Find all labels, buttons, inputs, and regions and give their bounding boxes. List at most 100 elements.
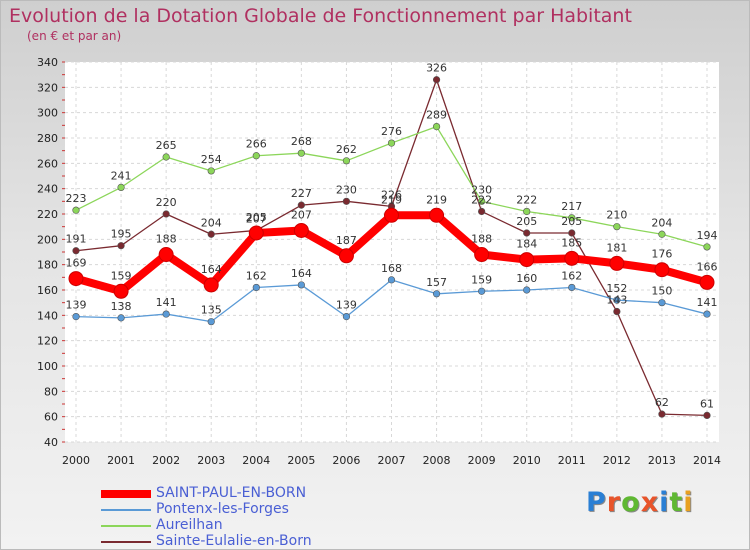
data-point <box>658 230 666 238</box>
data-point <box>432 122 441 131</box>
data-point <box>342 313 351 321</box>
data-point <box>478 207 486 216</box>
data-label: 191 <box>66 233 87 246</box>
data-label: 135 <box>201 304 222 317</box>
data-label: 188 <box>156 233 177 246</box>
data-point <box>203 277 219 293</box>
y-tick-label: 300 <box>37 107 58 120</box>
data-point <box>658 410 666 418</box>
y-tick-label: 120 <box>37 335 58 348</box>
chart-subtitle: (en € et par an) <box>27 29 122 43</box>
legend: SAINT-PAUL-EN-BORN Pontenx-les-Forges Au… <box>101 485 401 549</box>
data-point <box>432 290 441 298</box>
data-label: 157 <box>426 276 447 289</box>
legend-swatch <box>101 541 151 543</box>
data-label: 207 <box>291 208 312 221</box>
legend-label: Sainte-Eulalie-en-Born <box>156 533 312 549</box>
x-tick-label: 2008 <box>423 454 451 467</box>
data-label: 194 <box>697 229 718 242</box>
data-point <box>297 149 305 157</box>
legend-swatch <box>101 509 151 511</box>
data-point <box>252 152 260 160</box>
x-tick-label: 2003 <box>197 454 225 467</box>
data-point <box>207 230 215 238</box>
data-point <box>387 276 396 284</box>
data-point <box>342 157 351 165</box>
data-label: 217 <box>561 200 582 213</box>
data-label: 254 <box>201 153 222 166</box>
data-label: 210 <box>606 209 627 222</box>
data-point <box>162 210 170 218</box>
logo-letter: i <box>659 487 670 518</box>
data-label: 265 <box>156 139 177 152</box>
y-tick-label: 240 <box>37 183 58 196</box>
x-tick-label: 2002 <box>152 454 180 467</box>
data-label: 326 <box>426 62 447 75</box>
data-point <box>72 313 80 321</box>
data-point <box>117 242 125 250</box>
y-tick-label: 280 <box>37 132 58 145</box>
logo-letter: i <box>683 487 694 518</box>
data-point <box>703 310 711 318</box>
data-point <box>523 286 531 294</box>
data-label: 195 <box>111 228 132 241</box>
data-point <box>654 262 670 278</box>
data-point <box>342 197 351 205</box>
data-label: 289 <box>426 109 447 122</box>
data-point <box>297 201 305 209</box>
data-label: 204 <box>201 216 222 229</box>
data-label: 141 <box>156 296 177 309</box>
logo-letter: P <box>586 487 607 518</box>
y-tick-label: 320 <box>37 81 58 94</box>
data-label: 223 <box>66 192 87 205</box>
x-tick-label: 2014 <box>693 454 721 467</box>
data-point <box>117 183 125 191</box>
data-label: 268 <box>291 135 312 148</box>
data-point <box>432 76 441 84</box>
data-label: 184 <box>516 238 537 251</box>
data-label: 205 <box>246 211 267 224</box>
data-point <box>564 250 580 266</box>
x-tick-label: 2013 <box>648 454 676 467</box>
x-tick-label: 2012 <box>603 454 631 467</box>
legend-label: Aureilhan <box>156 517 223 533</box>
data-point <box>703 411 711 420</box>
y-tick-label: 140 <box>37 309 58 322</box>
data-label: 226 <box>381 188 402 201</box>
y-tick-label: 260 <box>37 157 58 170</box>
data-point <box>252 283 260 292</box>
data-label: 222 <box>516 193 537 206</box>
data-label: 230 <box>471 183 492 196</box>
data-point <box>523 207 531 216</box>
data-point <box>72 206 80 214</box>
data-label: 222 <box>471 193 492 206</box>
data-point <box>162 153 170 161</box>
x-tick-label: 2006 <box>332 454 360 467</box>
x-tick-label: 2007 <box>378 454 406 467</box>
data-point <box>158 247 174 263</box>
data-label: 159 <box>471 273 492 286</box>
legend-item: Aureilhan <box>101 517 401 534</box>
data-point <box>474 247 490 263</box>
data-label: 160 <box>516 272 537 285</box>
data-point <box>613 307 621 316</box>
data-point <box>568 214 576 222</box>
data-point <box>384 207 399 223</box>
data-label: 169 <box>66 257 87 270</box>
data-point <box>523 229 531 237</box>
legend-item: SAINT-PAUL-EN-BORN <box>101 485 401 502</box>
data-point <box>387 139 396 147</box>
legend-swatch <box>101 525 151 527</box>
data-label: 143 <box>606 294 627 307</box>
legend-swatch <box>101 490 151 498</box>
y-tick-label: 160 <box>37 284 58 297</box>
y-tick-label: 180 <box>37 259 58 272</box>
x-tick-label: 2011 <box>558 454 586 467</box>
legend-label: Pontenx-les-Forges <box>156 501 289 517</box>
data-label: 61 <box>700 397 714 410</box>
data-point <box>699 274 715 290</box>
logo-letter: t <box>669 487 684 518</box>
y-tick-label: 60 <box>44 411 58 424</box>
data-point <box>297 281 305 289</box>
